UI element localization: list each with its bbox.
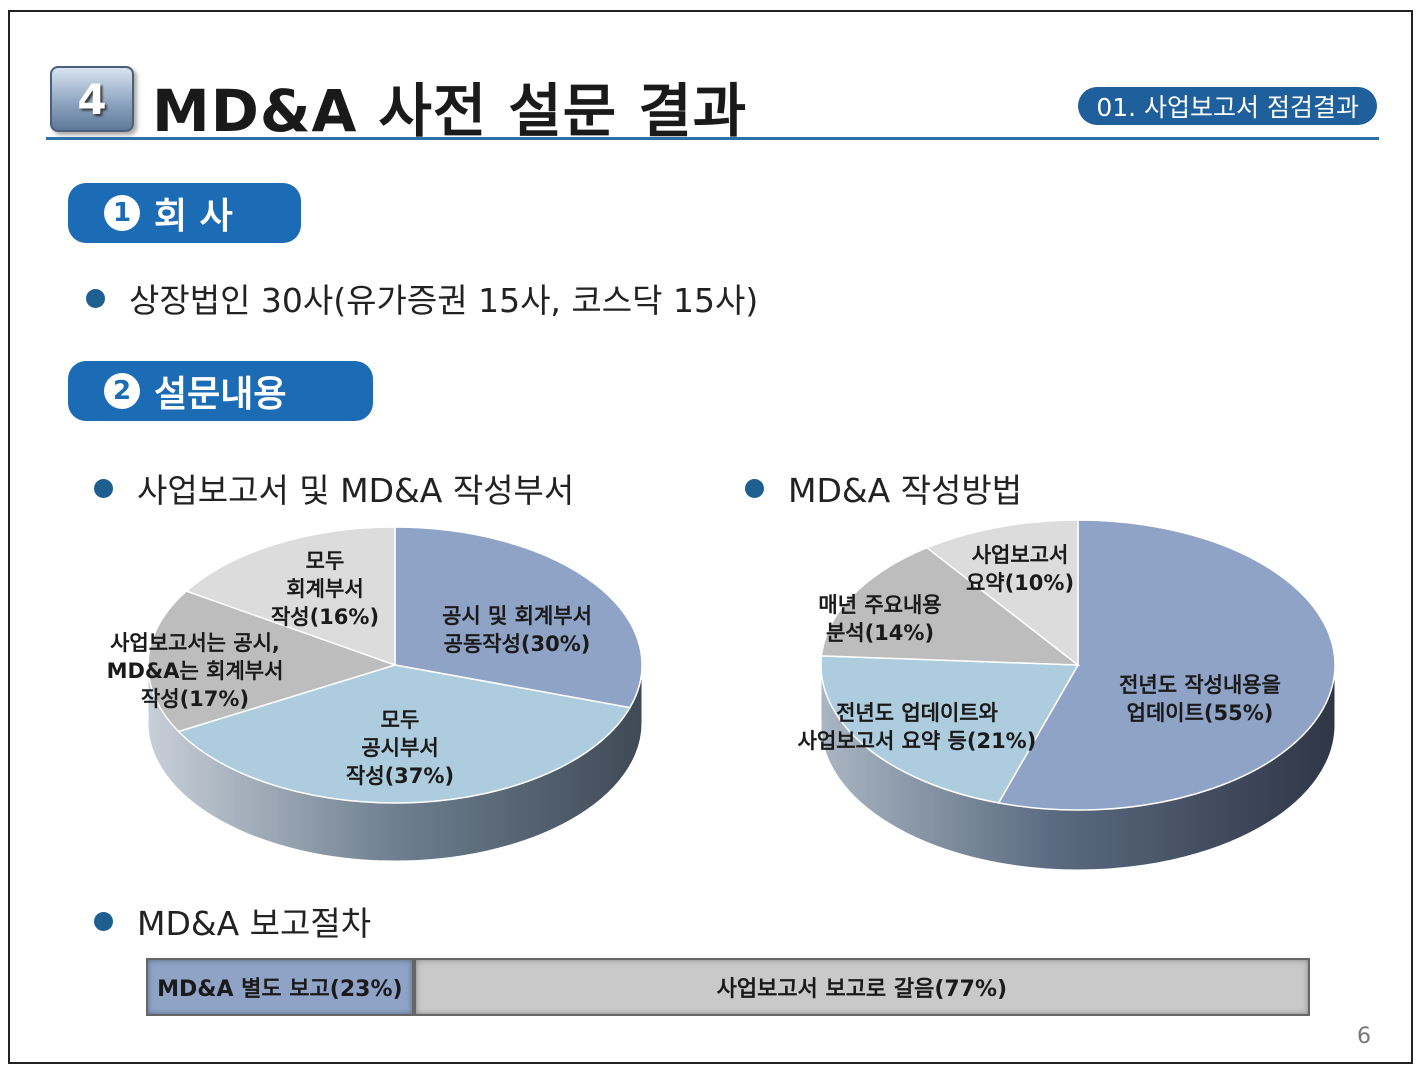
pie-dept-slice-label-1: 모두 공시부서 작성(37%) — [346, 708, 454, 788]
section-tag: 01. 사업보고서 점검결과 — [1078, 87, 1377, 125]
bullet-procedure-title: MD&A 보고절차 — [94, 897, 371, 945]
section-number: 4 — [77, 74, 107, 124]
section-number-badge: 4 — [50, 66, 134, 132]
pie-method-slice-label-3: 사업보고서 요약(10%) — [966, 543, 1074, 595]
bullet-text: 상장법인 30사(유가증권 15사, 코스닥 15사) — [129, 281, 759, 320]
pie-dept-slice-3 — [184, 526, 396, 667]
pie-method-slice-1 — [820, 655, 1080, 804]
pie-method-slice-label-0: 전년도 작성내용을 업데이트(55%) — [1119, 673, 1281, 725]
pie-dept-slice-label-3: 모두 회계부서 작성(16%) — [271, 549, 379, 629]
pie-chart-method: 전년도 작성내용을 업데이트(55%) 전년도 업데이트와 사업보고서 요약 등(21… — [798, 519, 1336, 871]
section-header-label: 설문내용 — [154, 374, 287, 415]
pie-dept-slice-label-2: 사업보고서는 공시, MD&A는 회계부서 작성(17%) — [107, 631, 284, 711]
pie-dept-slice-2 — [147, 590, 398, 733]
section-header-company: 1 회 사 — [68, 183, 301, 243]
bullet-text: MD&A 보고절차 — [137, 904, 372, 943]
pie-method-slice-label-2: 매년 주요내용 분석(14%) — [818, 593, 941, 645]
pie-method-slice-3 — [925, 519, 1079, 667]
page-number: 6 — [1357, 1024, 1371, 1049]
bullet-text: 사업보고서 및 MD&A 작성부서 — [137, 471, 575, 510]
bullet-dot — [94, 478, 113, 498]
section-header-survey: 2 설문내용 — [68, 361, 373, 421]
slide-frame — [8, 10, 1413, 1064]
procedure-bar-segment-1: 사업보고서 보고로 갈음(77%) — [413, 958, 1310, 1016]
procedure-stacked-bar: MD&A 별도 보고(23%) 사업보고서 보고로 갈음(77%) — [146, 958, 1310, 1016]
pie-method-slice-0 — [997, 519, 1336, 811]
bullet-dept-title: 사업보고서 및 MD&A 작성부서 — [94, 464, 574, 512]
page-title: MD&A 사전 설문 결과 — [152, 77, 748, 145]
bullet-dot — [86, 288, 105, 308]
procedure-bar-segment-0: MD&A 별도 보고(23%) — [146, 958, 414, 1016]
bullet-method-title: MD&A 작성방법 — [745, 464, 1022, 512]
pie-method-slice-label-1: 전년도 업데이트와 사업보고서 요약 등(21%) — [798, 701, 1037, 753]
bullet-company: 상장법인 30사(유가증권 15사, 코스닥 15사) — [86, 274, 758, 322]
section-header-label: 회 사 — [154, 196, 233, 237]
bullet-text: MD&A 작성방법 — [788, 471, 1023, 510]
pie-dept-slice-label-0: 공시 및 회계부서 공동작성(30%) — [442, 604, 592, 656]
pie-dept-slice-0 — [394, 526, 643, 709]
section-number-circle: 2 — [104, 373, 140, 409]
pie-method-slice-2 — [820, 546, 1081, 666]
pie-dept-slice-1 — [177, 664, 632, 804]
title-underline — [46, 137, 1379, 140]
section-number-circle: 1 — [104, 195, 140, 231]
bullet-dot — [94, 911, 113, 931]
pie-chart-department: 공시 및 회계부서 공동작성(30%) 모두 공시부서 작성(37%) 사업보고서는 공시… — [107, 526, 643, 862]
bullet-dot — [745, 478, 764, 498]
